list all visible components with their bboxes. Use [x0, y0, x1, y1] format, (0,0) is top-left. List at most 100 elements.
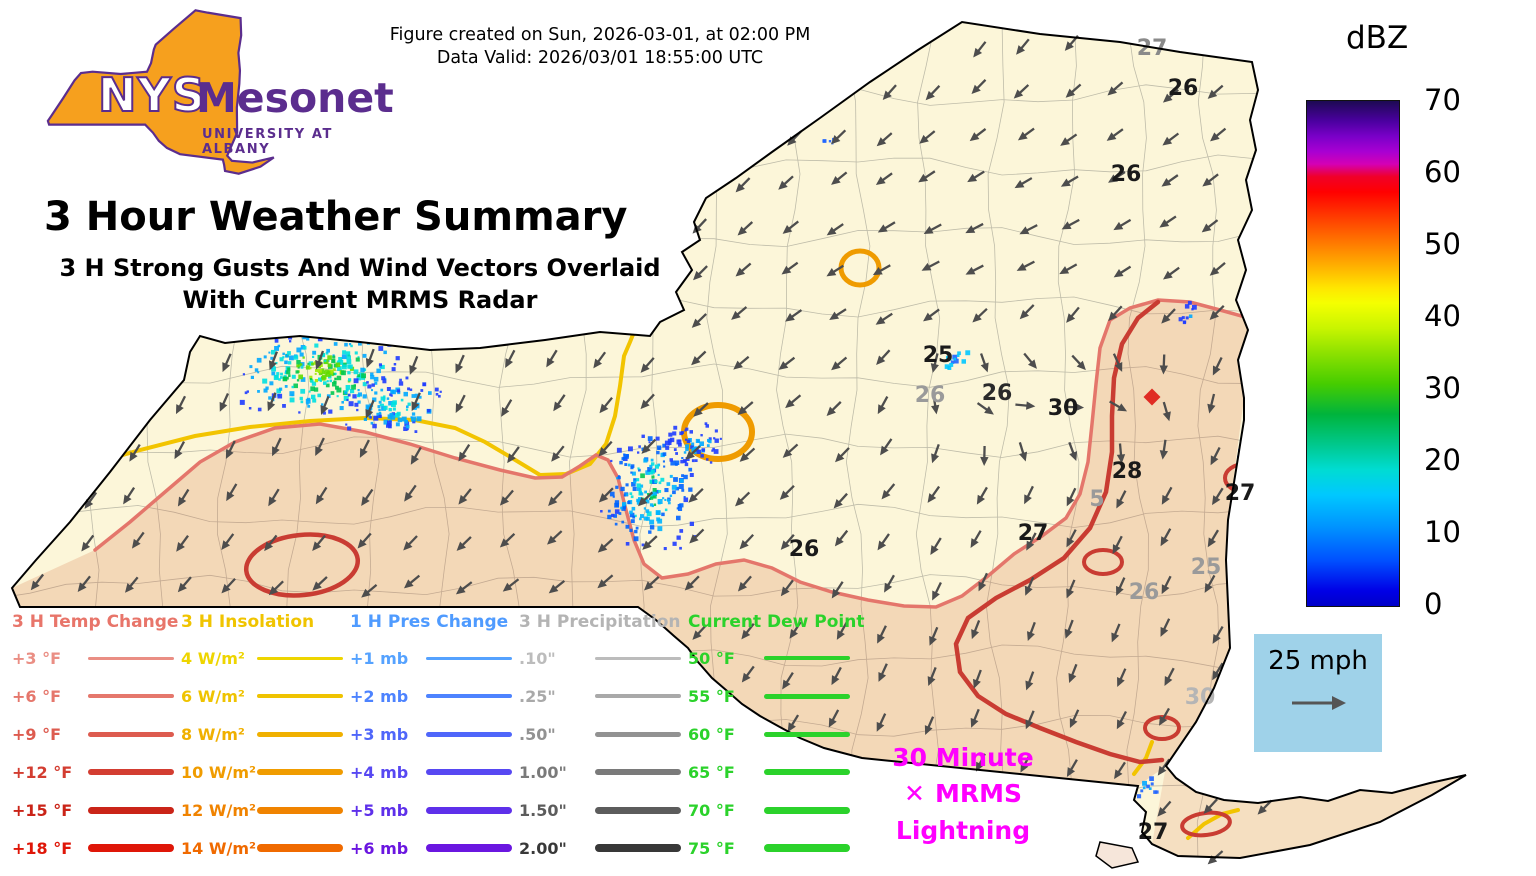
gust-label: 5 — [1089, 487, 1104, 512]
wind-reference-label: 25 mph — [1268, 646, 1368, 676]
legend-item-label: +3 mb — [350, 724, 409, 744]
gust-label: 26 — [789, 537, 820, 562]
legend-item-label: 50 °F — [688, 648, 735, 668]
colorbar-tick: 20 — [1424, 443, 1461, 477]
legend-item-label: +6 °F — [12, 686, 62, 706]
legend-line-swatch — [88, 769, 174, 775]
ny-state-logo-icon — [46, 6, 276, 178]
colorbar-tick: 40 — [1424, 299, 1461, 333]
legend-item: 8 W/m² — [181, 715, 350, 753]
subtitle-line-2: With Current MRMS Radar — [182, 286, 538, 315]
legend-line-swatch — [257, 731, 343, 737]
legend-line-swatch — [764, 806, 850, 814]
legend-column-title: 3 H Insolation — [181, 612, 315, 632]
gust-label: 26 — [1168, 76, 1199, 101]
nys-mesonet-logo: NYS Mesonet UNIVERSITY AT ALBANY — [0, 0, 400, 190]
legend-column-title: 3 H Temp Change — [12, 612, 179, 632]
lightning-line-2: ✕ MRMS — [866, 776, 1060, 812]
legend-item-label: +18 °F — [12, 838, 73, 858]
legend-item-label: +15 °F — [12, 800, 73, 820]
legend-line-swatch — [595, 844, 681, 852]
legend-item: 50 °F — [688, 639, 857, 677]
staten-island — [1095, 841, 1140, 869]
legend-line-swatch — [257, 844, 343, 852]
legend-item-label: 12 W/m² — [181, 800, 257, 820]
legend-item: +9 °F — [12, 715, 181, 753]
legend-item-label: 70 °F — [688, 800, 735, 820]
legend-item: +4 mb — [350, 753, 519, 791]
subtitle-line-1: 3 H Strong Gusts And Wind Vectors Overla… — [59, 254, 661, 282]
legend-item: 6 W/m² — [181, 677, 350, 715]
legend-column-title: 3 H Precipitation — [519, 612, 681, 632]
gust-label: 26 — [1129, 580, 1160, 605]
legend-line-swatch — [257, 769, 343, 775]
lightning-mrms-text: MRMS — [934, 779, 1022, 809]
legend-item: .25" — [519, 677, 688, 715]
legend-item-label: +1 mb — [350, 648, 409, 668]
legend-column: 1 H Pres Change +1 mb +2 mb +3 mb +4 mb +5 mb… — [350, 612, 519, 867]
mrms-lightning-note: 30 Minute ✕ MRMS Lightning — [866, 740, 1060, 849]
colorbar-tick: 10 — [1424, 515, 1461, 549]
wind-speed-reference: 25 mph — [1254, 634, 1382, 752]
figure-created-line: Figure created on Sun, 2026-03-01, at 02… — [389, 25, 811, 45]
logo-university-text: UNIVERSITY AT ALBANY — [202, 127, 333, 157]
legend-item-label: 14 W/m² — [181, 838, 257, 858]
legend-line-swatch — [426, 694, 512, 698]
legend-line-swatch — [88, 844, 174, 852]
legend-line-swatch — [426, 844, 512, 852]
legend-column-title: Current Dew Point — [688, 612, 865, 632]
legend-column: 3 H Precipitation .10" .25" .50" 1.00" 1.50" 2… — [519, 612, 688, 867]
legend-line-swatch — [426, 731, 512, 737]
colorbar-tick: 50 — [1424, 227, 1461, 261]
legend-item: +18 °F — [12, 829, 181, 867]
legend-item: 1.00" — [519, 753, 688, 791]
page-title: 3 Hour Weather Summary — [44, 194, 628, 240]
legend-item: +1 mb — [350, 639, 519, 677]
legend-line-swatch — [257, 806, 343, 814]
legend-item: 75 °F — [688, 829, 857, 867]
legend-line-swatch — [764, 844, 850, 852]
legend-item: +6 mb — [350, 829, 519, 867]
legend-item-label: .10" — [519, 648, 556, 668]
legend-item-label: +4 mb — [350, 762, 409, 782]
legend-item: +12 °F — [12, 753, 181, 791]
gust-label: 25 — [923, 343, 954, 368]
legend-item-label: +2 mb — [350, 686, 409, 706]
gust-label: 30 — [1048, 396, 1079, 421]
wind-vectors — [30, 35, 1273, 865]
page-subtitle: 3 H Strong Gusts And Wind Vectors Overla… — [46, 252, 674, 317]
gust-label: 26 — [1111, 162, 1142, 187]
gust-label: 26 — [915, 383, 946, 408]
legend-item-label: .25" — [519, 686, 556, 706]
legend-item: 65 °F — [688, 753, 857, 791]
legend-item: +2 mb — [350, 677, 519, 715]
legend-item: +3 °F — [12, 639, 181, 677]
legend-item-label: 55 °F — [688, 686, 735, 706]
legend-item: +6 °F — [12, 677, 181, 715]
legend-item: 12 W/m² — [181, 791, 350, 829]
legend-item: 70 °F — [688, 791, 857, 829]
legend-item: 14 W/m² — [181, 829, 350, 867]
reference-wind-arrow-icon — [1292, 696, 1346, 710]
colorbar-tick: 30 — [1424, 371, 1461, 405]
gust-label: 30 — [1185, 685, 1216, 710]
legend-item-label: 75 °F — [688, 838, 735, 858]
legend-line-swatch — [88, 694, 174, 698]
legend-line-swatch — [764, 656, 850, 660]
long-island-shading — [1152, 766, 1466, 858]
legend-item-label: +12 °F — [12, 762, 73, 782]
logo-nys-text: NYS — [97, 67, 206, 123]
legend-item-label: 10 W/m² — [181, 762, 257, 782]
colorbar-title: dBZ — [1346, 20, 1409, 56]
legend-item-label: .50" — [519, 724, 556, 744]
legend-line-swatch — [595, 656, 681, 660]
legend-item-label: +6 mb — [350, 838, 409, 858]
legend-item-label: 8 W/m² — [181, 724, 245, 744]
legend-column: 3 H Insolation 4 W/m² 6 W/m² 8 W/m² 10 W/m² 1… — [181, 612, 350, 867]
gust-label: 27 — [1225, 481, 1256, 506]
legend-line-swatch — [88, 731, 174, 737]
legend-line-swatch — [595, 769, 681, 775]
legend-item-label: 1.50" — [519, 800, 567, 820]
